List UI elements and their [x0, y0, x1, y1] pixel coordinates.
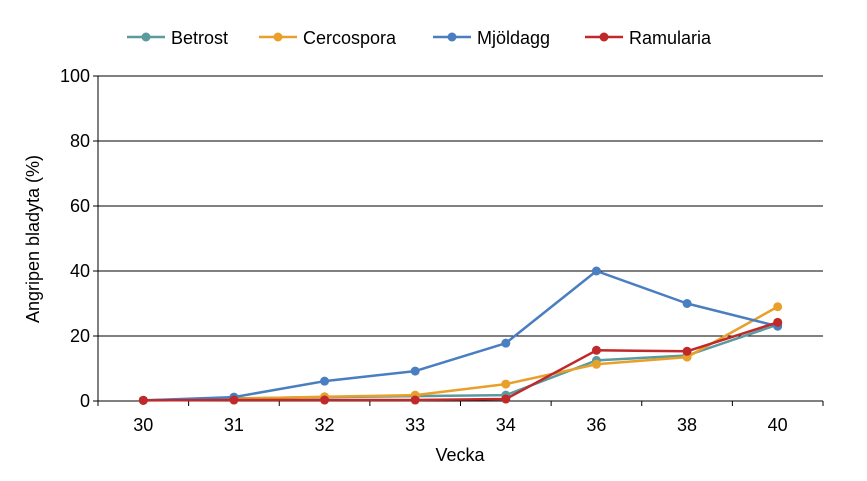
x-tick-label: 31	[224, 415, 244, 435]
legend-swatch-marker	[141, 32, 151, 42]
y-tick-label: 80	[70, 131, 90, 151]
data-point	[229, 395, 239, 405]
legend-swatch-marker	[273, 32, 283, 42]
x-tick-label: 34	[496, 415, 516, 435]
data-point	[773, 302, 783, 312]
legend-swatch-marker	[599, 32, 609, 42]
grid-lines	[98, 75, 823, 337]
legend-label: Cercospora	[303, 28, 397, 48]
data-point	[591, 266, 601, 276]
x-tick-label: 33	[405, 415, 425, 435]
data-point	[682, 346, 692, 356]
data-point	[501, 394, 511, 404]
data-point	[320, 395, 330, 405]
series-betrost	[138, 320, 783, 405]
legend-label: Ramularia	[629, 28, 712, 48]
data-point	[501, 338, 511, 348]
y-axis-label: Angripen bladyta (%)	[23, 155, 43, 323]
x-tick-label: 30	[133, 415, 153, 435]
data-point	[138, 395, 148, 405]
y-tick-label: 0	[80, 391, 90, 411]
axes	[93, 75, 824, 406]
legend-item: Cercospora	[259, 28, 397, 48]
data-point	[591, 345, 601, 355]
x-tick-label: 38	[677, 415, 697, 435]
series-ramularia	[138, 317, 783, 405]
data-point	[410, 366, 420, 376]
legend: Betrost Cercospora Mjöldagg Ramularia	[127, 28, 712, 48]
y-tick-label: 100	[60, 66, 90, 86]
legend-label: Betrost	[171, 28, 228, 48]
legend-swatch-marker	[447, 32, 457, 42]
series-line	[143, 305, 779, 402]
series-group	[138, 266, 783, 405]
legend-item: Ramularia	[585, 28, 712, 48]
series-line	[143, 321, 779, 402]
data-point	[320, 376, 330, 386]
data-point	[591, 359, 601, 369]
y-tick-label: 20	[70, 326, 90, 346]
x-tick-label: 32	[315, 415, 335, 435]
data-point	[501, 379, 511, 389]
data-point	[773, 317, 783, 327]
y-tick-labels: 0 20 40 60 80 100	[60, 66, 90, 411]
legend-item: Betrost	[127, 28, 228, 48]
legend-label: Mjöldagg	[477, 28, 550, 48]
data-point	[682, 299, 692, 308]
y-tick-label: 40	[70, 261, 90, 281]
legend-item: Mjöldagg	[433, 28, 550, 48]
x-tick-label: 36	[586, 415, 606, 435]
x-tick-labels: 30 31 32 33 34 36 38 40	[133, 415, 787, 435]
data-point	[410, 395, 420, 405]
x-tick-label: 40	[768, 415, 788, 435]
series-line	[143, 269, 778, 402]
y-tick-label: 60	[70, 196, 90, 216]
x-axis-label: Vecka	[435, 445, 485, 465]
